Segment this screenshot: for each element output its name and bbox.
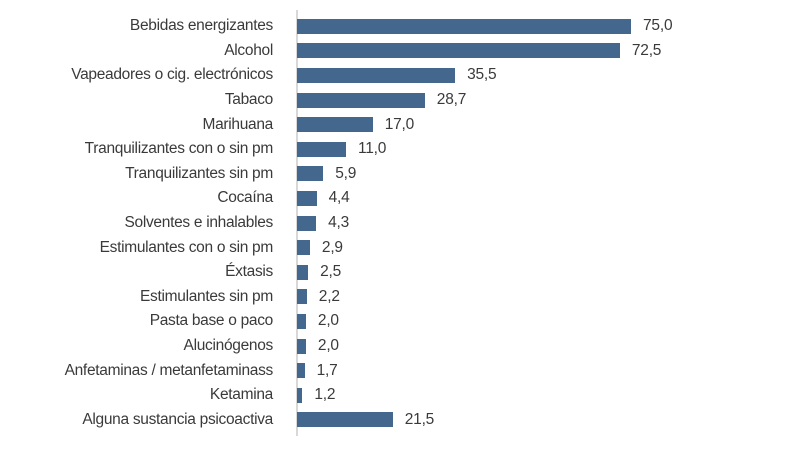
value-label: 11,0 [357,140,387,158]
bar [297,387,303,403]
category-label: Cocaína [217,189,273,207]
bar [297,166,324,182]
bar-wrap: 1,2 [297,386,335,404]
category-label: Alucinógenos [183,337,274,355]
bar [297,117,373,133]
value-label: 2,0 [317,337,339,355]
category-label: Solventes e inhalables [124,214,273,232]
bar-wrap: 35,5 [297,66,497,84]
category-label: Anfetaminas / metanfetaminass [64,361,274,379]
value-label: 21,5 [404,410,435,428]
bar-wrap: 75,0 [297,17,673,35]
bar [297,92,425,108]
bar-wrap: 5,9 [297,165,356,183]
value-label: 1,2 [314,386,336,404]
chart-row: Marihuana 17,0 [0,112,790,137]
y-axis-line [296,10,298,436]
value-label: 2,2 [318,287,340,305]
category-label: Alguna sustancia psicoactiva [82,410,273,428]
chart-row: Pasta base o paco 2,0 [0,309,790,334]
bar-wrap: 72,5 [297,42,661,60]
value-label: 5,9 [335,164,357,182]
bar [297,141,346,157]
chart-row: Alucinógenos 2,0 [0,334,790,359]
category-label: Tranquilizantes con o sin pm [84,140,274,158]
bar [297,215,317,231]
value-label: 17,0 [384,115,415,133]
chart-row: Solventes e inhalables 4,3 [0,211,790,236]
chart-row: Tabaco 28,7 [0,88,790,113]
chart-row: Éxtasis 2,5 [0,260,790,285]
value-label: 1,7 [316,361,338,379]
category-label: Alcohol [224,41,273,59]
value-label: 2,9 [321,238,343,256]
bar-wrap: 28,7 [297,91,466,109]
chart-rows: Bebidas energizantes 75,0 Alcohol 72,5 Vapea… [0,14,790,432]
bar [297,313,306,329]
bar [297,67,456,83]
chart-row: Ketamina 1,2 [0,383,790,408]
bar-wrap: 2,9 [297,239,343,257]
category-label: Ketamina [209,386,273,404]
category-label: Marihuana [202,115,273,133]
bar [297,43,620,59]
bar-wrap: 17,0 [297,116,414,134]
category-label: Bebidas energizantes [129,17,273,35]
value-label: 2,5 [320,263,342,281]
bar-wrap: 2,2 [297,288,340,306]
bar [297,363,305,379]
bar-wrap: 4,4 [297,189,350,207]
bar [297,412,393,428]
value-label: 2,0 [317,312,339,330]
chart-row: Tranquilizantes con o sin pm 11,0 [0,137,790,162]
value-label: 72,5 [631,41,662,59]
chart-row: Estimulantes con o sin pm 2,9 [0,235,790,260]
value-label: 4,4 [328,189,350,207]
category-label: Tabaco [224,91,273,109]
chart-row: Alcohol 72,5 [0,39,790,64]
value-label: 35,5 [467,66,497,84]
value-label: 4,3 [328,214,350,232]
bar [297,264,309,280]
bar-wrap: 1,7 [297,362,338,380]
bar-wrap: 2,0 [297,337,339,355]
bar-wrap: 2,0 [297,312,339,330]
bar-wrap: 2,5 [297,263,341,281]
chart-row: Alguna sustancia psicoactiva 21,5 [0,408,790,433]
chart-row: Bebidas energizantes 75,0 [0,14,790,39]
value-label: 28,7 [436,91,467,109]
category-label: Vapeadores o cig. electrónicos [71,66,273,84]
category-label: Estimulantes con o sin pm [99,238,274,256]
category-label: Tranquilizantes sin pm [125,164,273,182]
bar-wrap: 4,3 [297,214,349,232]
chart-row: Vapeadores o cig. electrónicos 35,5 [0,63,790,88]
category-label: Estimulantes sin pm [140,287,273,305]
chart-row: Estimulantes sin pm 2,2 [0,285,790,310]
bar-wrap: 11,0 [297,140,386,158]
chart-row: Anfetaminas / metanfetaminass 1,7 [0,358,790,383]
value-label: 75,0 [643,17,673,35]
bar [297,338,306,354]
chart-row: Tranquilizantes sin pm 5,9 [0,162,790,187]
category-label: Éxtasis [225,263,273,281]
bar-wrap: 21,5 [297,411,434,429]
category-label: Pasta base o paco [149,312,274,330]
bar [297,18,631,34]
bar [297,240,310,256]
bar [297,190,317,206]
bar [297,289,307,305]
chart-row: Cocaína 4,4 [0,186,790,211]
